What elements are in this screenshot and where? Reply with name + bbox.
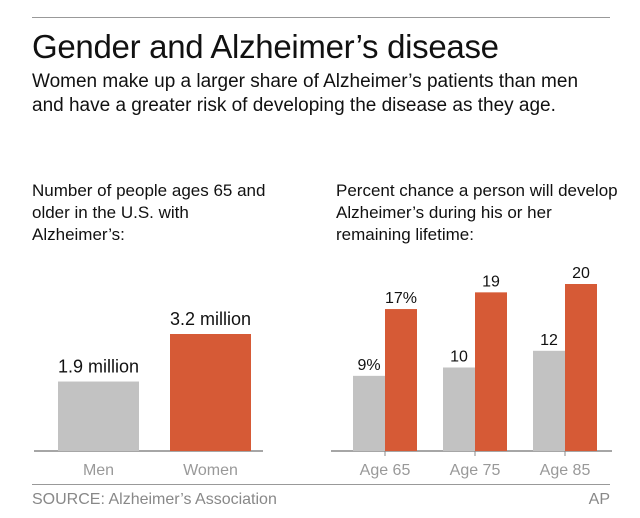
data-label: 3.2 million <box>170 309 251 329</box>
x-tick-label: Men <box>83 462 114 479</box>
chart-subtitle: Women make up a larger share of Alzheime… <box>32 71 579 116</box>
right-chart-title: Percent chance a person will develop Alz… <box>336 181 618 244</box>
data-label: 9% <box>357 357 380 374</box>
top-rule <box>32 17 610 18</box>
bottom-rule <box>32 484 610 485</box>
bar-age-65-women <box>385 309 417 451</box>
x-tick-label: Age 75 <box>450 462 501 479</box>
data-label: 19 <box>482 273 500 290</box>
credit: AP <box>588 491 610 508</box>
data-label: 10 <box>450 349 468 366</box>
data-label: 20 <box>572 265 590 282</box>
x-tick-label: Age 65 <box>360 462 411 479</box>
data-label: 17% <box>385 290 417 307</box>
bar-age-75-women <box>475 292 507 451</box>
bar-age-65-men <box>353 375 385 451</box>
x-tick-label: Women <box>183 462 238 479</box>
bar-age-85-men <box>533 350 565 451</box>
bar-women <box>170 334 251 451</box>
x-tick-label: Age 85 <box>540 462 591 479</box>
bar-age-85-women <box>565 284 597 451</box>
chart-title: Gender and Alzheimer’s disease <box>32 28 499 65</box>
data-label: 1.9 million <box>58 357 139 377</box>
bar-age-75-men <box>443 367 475 451</box>
data-label: 12 <box>540 332 558 349</box>
bar-men <box>58 381 139 451</box>
source-note: SOURCE: Alzheimer’s Association <box>32 491 277 508</box>
left-chart-title: Number of people ages 65 and older in th… <box>32 181 266 244</box>
